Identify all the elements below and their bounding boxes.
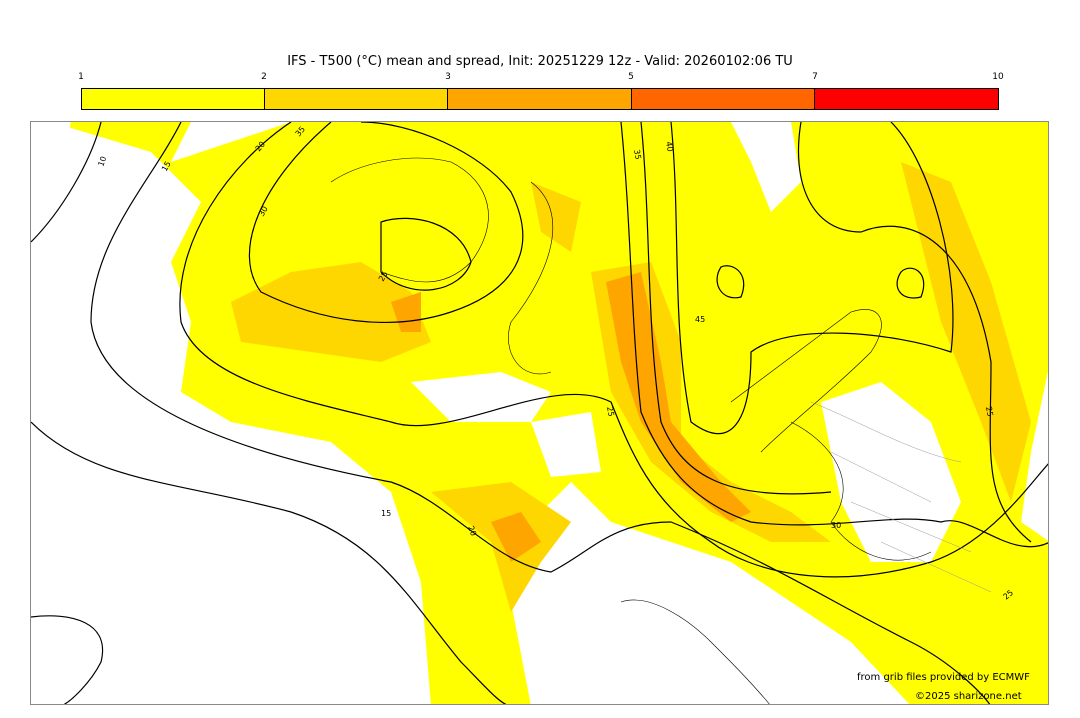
contour-label: 45 [695,315,705,324]
contour-label: 30 [831,521,841,530]
colorbar-segment [82,89,266,109]
contour-label: 10 [96,155,108,168]
source-credit: from grib files provided by ECMWF [857,672,1030,683]
map-title: IFS - T500 (°C) mean and spread, Init: 2… [287,54,793,69]
coastlines [330,157,932,704]
contour-label: 15 [160,160,173,173]
colorbar-tick: 2 [261,72,267,82]
spread-map: 10 15 20 25 30 35 40 45 15 20 25 25 30 3… [31,122,1048,704]
borders [810,401,992,593]
contour-label: 25 [377,270,390,283]
contour-label: 25 [984,406,995,418]
colorbar-tick: 1 [78,72,84,82]
colorbar-segment [814,89,998,109]
map-area[interactable]: 10 15 20 25 30 35 40 45 15 20 25 25 30 3… [30,121,1049,705]
contour-label: 15 [381,509,391,518]
contour-label: 25 [605,406,616,418]
colorbar-tick: 5 [628,72,634,82]
colorbar-segment [448,89,632,109]
contour-label: 40 [664,141,675,153]
colorbar-segment [265,89,449,109]
temperature-contours [31,122,1048,704]
contour-label: 30 [257,205,270,218]
contour-label: 20 [466,525,478,538]
colorbar [81,88,999,110]
copyright-credit: ©2025 sharizone.net [915,691,1022,702]
spread-yellow [31,122,1048,704]
spread-gold [231,162,1031,612]
colorbar-tick: 7 [812,72,818,82]
colorbar-segment [631,89,815,109]
colorbar-tick: 3 [445,72,451,82]
contour-label-group: 10 15 20 25 30 35 40 45 15 20 25 25 30 3… [96,125,1015,602]
contour-label: 35 [632,149,643,161]
colorbar-tick: 10 [992,72,1004,82]
